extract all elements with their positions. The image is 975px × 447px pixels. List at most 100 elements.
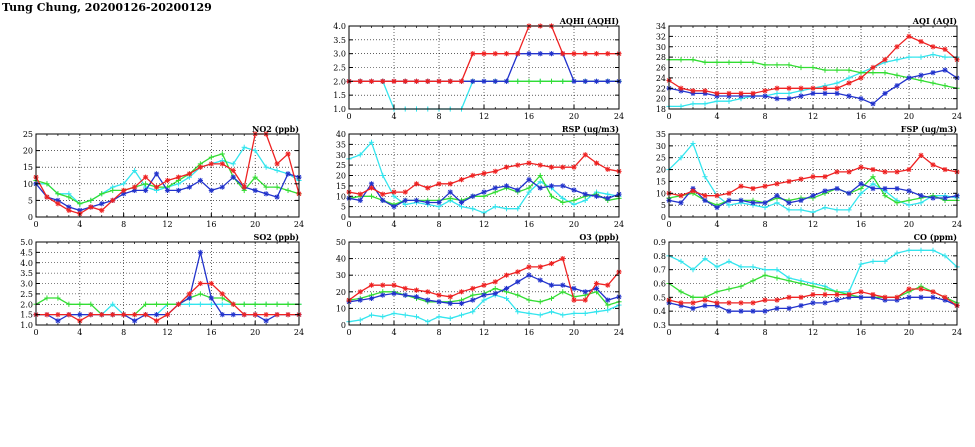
data-point xyxy=(153,171,160,177)
data-point xyxy=(537,312,543,318)
data-point xyxy=(537,179,543,185)
data-point xyxy=(918,38,924,45)
data-point xyxy=(526,51,532,57)
data-point xyxy=(274,301,280,307)
data-point xyxy=(285,187,291,194)
y-tick-label: 30 xyxy=(656,43,666,52)
data-point xyxy=(447,315,453,321)
y-tick-label: 0.6 xyxy=(653,280,666,289)
data-point xyxy=(582,191,588,197)
data-point xyxy=(942,46,948,52)
x-tick-label: 0 xyxy=(346,328,351,337)
data-point xyxy=(560,289,566,295)
chart-title: AQHI (AQHI) xyxy=(559,16,620,26)
y-tick-label: 4.0 xyxy=(20,259,33,268)
data-point xyxy=(560,282,566,288)
x-tick-label: 4 xyxy=(391,220,396,229)
data-point xyxy=(786,305,792,311)
data-point xyxy=(55,295,61,301)
data-point xyxy=(786,207,792,213)
y-tick-label: 2.5 xyxy=(333,64,346,73)
y-tick-label: 1.0 xyxy=(20,321,33,330)
data-point xyxy=(503,272,510,278)
series-red xyxy=(346,152,622,197)
data-point xyxy=(930,247,936,253)
data-point xyxy=(537,162,543,168)
data-point xyxy=(942,294,948,300)
x-tick-label: 0 xyxy=(346,112,351,121)
data-point xyxy=(164,187,171,194)
data-point xyxy=(537,78,543,84)
data-point xyxy=(690,294,696,300)
data-point xyxy=(726,197,732,203)
data-point xyxy=(219,161,225,167)
data-point xyxy=(436,181,442,187)
data-point xyxy=(537,51,543,57)
data-point xyxy=(402,292,408,298)
data-point xyxy=(690,305,696,311)
data-point xyxy=(402,189,408,195)
data-point xyxy=(537,264,543,270)
x-tick-label: 0 xyxy=(346,220,351,229)
data-point xyxy=(702,256,708,262)
data-point xyxy=(230,161,236,167)
data-point xyxy=(470,78,476,84)
data-point xyxy=(593,285,600,292)
data-point xyxy=(470,285,476,292)
data-point xyxy=(786,96,792,102)
data-point xyxy=(738,300,744,306)
chart-title: O3 (ppb) xyxy=(579,232,619,242)
data-point xyxy=(252,148,258,154)
data-point xyxy=(571,285,577,292)
chart-title: NO2 (ppb) xyxy=(252,124,299,134)
data-point xyxy=(481,282,487,288)
data-point xyxy=(942,195,948,201)
data-point xyxy=(186,184,193,190)
x-tick-label: 12 xyxy=(479,112,489,121)
data-point xyxy=(882,70,888,76)
y-tick-label: 15 xyxy=(23,163,33,172)
x-tick-label: 4 xyxy=(77,220,82,229)
x-tick-label: 4 xyxy=(714,112,719,121)
y-tick-label: 20 xyxy=(23,147,33,156)
data-point xyxy=(503,183,510,189)
data-point xyxy=(526,272,532,278)
data-point xyxy=(750,90,756,97)
data-point xyxy=(906,54,912,60)
data-point xyxy=(678,200,684,206)
data-point xyxy=(436,299,442,305)
data-point xyxy=(132,167,138,174)
data-point xyxy=(197,164,203,170)
data-point xyxy=(834,297,840,303)
data-point xyxy=(918,72,924,78)
x-tick-label: 16 xyxy=(206,220,216,229)
data-point xyxy=(714,204,720,211)
data-point xyxy=(142,187,149,194)
data-point xyxy=(582,297,588,303)
data-point xyxy=(834,291,840,298)
data-point xyxy=(798,280,804,287)
x-tick-label: 4 xyxy=(714,328,719,337)
data-point xyxy=(219,291,225,297)
data-point xyxy=(197,291,203,297)
data-point xyxy=(164,301,171,307)
data-point xyxy=(470,309,476,315)
grid xyxy=(35,133,300,218)
data-point xyxy=(593,51,600,57)
x-tick-label: 8 xyxy=(762,112,767,121)
data-point xyxy=(605,51,611,57)
data-point xyxy=(822,67,828,73)
y-tick-label: 5 xyxy=(28,196,33,205)
data-point xyxy=(481,297,487,303)
y-tick-label: 4.5 xyxy=(20,248,33,257)
data-point xyxy=(413,181,420,187)
y-tick-label: 0 xyxy=(661,213,666,222)
data-point xyxy=(285,171,291,177)
data-point xyxy=(208,295,214,301)
data-point xyxy=(548,183,555,189)
series-red xyxy=(666,33,960,97)
data-point xyxy=(470,51,476,57)
data-point xyxy=(368,312,375,318)
data-point xyxy=(762,93,768,99)
data-point xyxy=(810,85,816,91)
